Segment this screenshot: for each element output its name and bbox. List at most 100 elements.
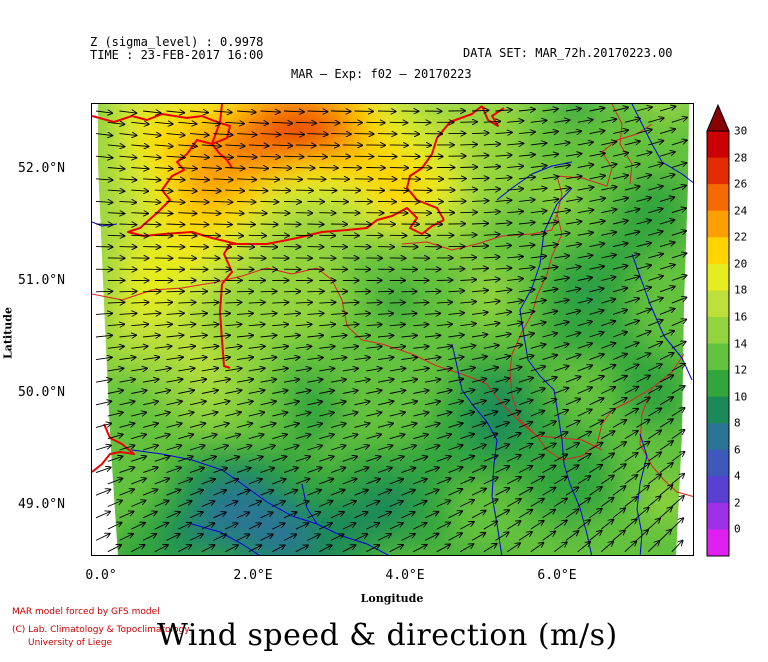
wind-arrow	[436, 478, 451, 485]
colorbar-swatch	[707, 184, 729, 212]
wind-arrow	[612, 376, 627, 383]
field-cell	[506, 518, 525, 537]
field-cell	[596, 320, 615, 339]
wind-arrow	[424, 490, 439, 496]
wind-arrow	[507, 389, 521, 394]
wind-arrow	[178, 190, 196, 191]
wind-arrow	[671, 364, 685, 372]
colorbar-label: 16	[734, 310, 748, 324]
field-cell	[146, 518, 165, 537]
wind-arrow	[530, 433, 544, 440]
field-cell	[182, 194, 201, 213]
wind-arrow	[283, 446, 299, 451]
wind-arrow	[542, 222, 559, 224]
wind-arrow	[542, 199, 559, 201]
wind-arrow	[495, 178, 512, 179]
wind-arrow	[659, 265, 675, 270]
field-cell	[146, 122, 165, 141]
wind-arrow	[178, 346, 195, 348]
wind-arrow	[565, 199, 582, 202]
wind-arrow	[507, 345, 522, 349]
wind-arrow	[518, 444, 532, 451]
wind-arrow	[483, 121, 500, 122]
colorbar-swatch	[707, 157, 729, 185]
wind-arrow	[542, 132, 558, 134]
field-cell	[200, 302, 219, 321]
field-cell	[200, 392, 219, 411]
wind-arrow	[225, 479, 238, 485]
field-cell	[470, 536, 489, 555]
field-cell	[128, 446, 147, 465]
field-cell	[200, 320, 219, 339]
wind-arrow	[119, 156, 137, 158]
field-cell	[362, 554, 381, 555]
field-cell	[416, 284, 435, 303]
wind-arrow	[119, 467, 135, 474]
field-cell	[182, 428, 201, 447]
field-cell	[398, 248, 417, 267]
field-cell	[272, 248, 291, 267]
wind-arrow	[424, 423, 440, 428]
wind-arrow	[612, 332, 627, 338]
field-cell	[326, 248, 345, 267]
field-cell	[344, 374, 363, 393]
wind-arrow	[460, 434, 474, 440]
field-cell	[614, 554, 633, 555]
wind-arrow	[589, 153, 605, 156]
wind-arrow	[389, 479, 403, 485]
wind-arrow	[307, 379, 323, 382]
field-cell	[110, 392, 129, 411]
field-cell	[236, 392, 255, 411]
wind-arrow	[166, 111, 185, 113]
field-cell	[614, 158, 633, 177]
wind-arrow	[460, 235, 476, 236]
wind-arrow	[530, 389, 545, 394]
colorbar-label: 8	[734, 416, 741, 430]
wind-arrow	[201, 324, 219, 325]
wind-arrow	[178, 302, 195, 303]
field-cell	[218, 194, 237, 213]
wind-arrow	[236, 512, 249, 519]
wind-arrow	[554, 388, 568, 394]
wind-arrow	[565, 289, 580, 292]
wind-arrow	[307, 402, 323, 405]
wind-arrow	[554, 165, 570, 167]
field-cell	[542, 302, 561, 321]
wind-arrow	[131, 168, 148, 169]
wind-arrow	[225, 501, 237, 507]
field-cell	[182, 212, 201, 231]
wind-arrow	[248, 390, 265, 393]
wind-arrow	[131, 478, 146, 485]
wind-arrow	[401, 379, 418, 382]
wind-arrow	[154, 168, 173, 169]
field-cell	[254, 392, 273, 411]
field-cell	[308, 338, 327, 357]
field-cell	[146, 536, 165, 555]
field-cell	[578, 482, 597, 501]
wind-arrow	[178, 368, 194, 371]
field-cell	[650, 284, 669, 303]
wind-arrow	[671, 496, 684, 507]
wind-arrow	[530, 366, 545, 372]
wind-arrow	[166, 379, 183, 382]
field-cell	[254, 302, 273, 321]
field-cell	[542, 158, 561, 177]
wind-arrow	[460, 324, 476, 326]
wind-arrow	[671, 208, 686, 214]
field-cell	[236, 554, 255, 555]
wind-arrow	[612, 486, 625, 496]
wind-arrow	[107, 168, 125, 169]
wind-arrow	[272, 412, 287, 417]
wind-arrow	[119, 379, 135, 382]
wind-arrow	[659, 220, 674, 225]
field-cell	[668, 176, 687, 195]
field-cell	[668, 230, 687, 249]
wind-arrow	[471, 312, 488, 314]
wind-arrow	[354, 335, 371, 337]
wind-arrow	[624, 119, 640, 123]
wind-arrow	[236, 179, 256, 180]
field-cell	[182, 464, 201, 483]
wind-arrow	[507, 234, 523, 235]
field-cell	[362, 482, 381, 501]
wind-arrow	[95, 423, 111, 428]
